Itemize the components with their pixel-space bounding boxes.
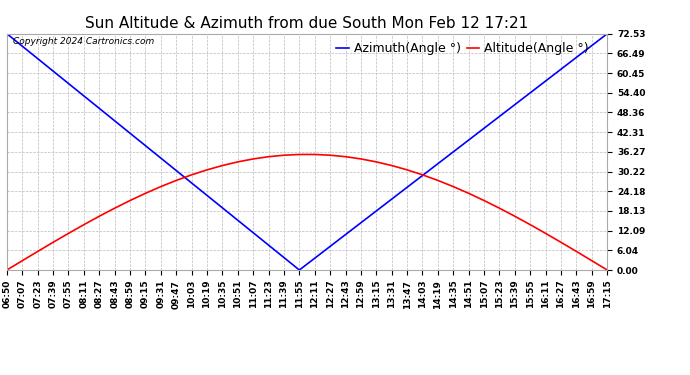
Title: Sun Altitude & Azimuth from due South Mon Feb 12 17:21: Sun Altitude & Azimuth from due South Mo… bbox=[86, 16, 529, 31]
Legend: Azimuth(Angle °), Altitude(Angle °): Azimuth(Angle °), Altitude(Angle °) bbox=[336, 42, 589, 56]
Text: Copyright 2024 Cartronics.com: Copyright 2024 Cartronics.com bbox=[13, 37, 154, 46]
